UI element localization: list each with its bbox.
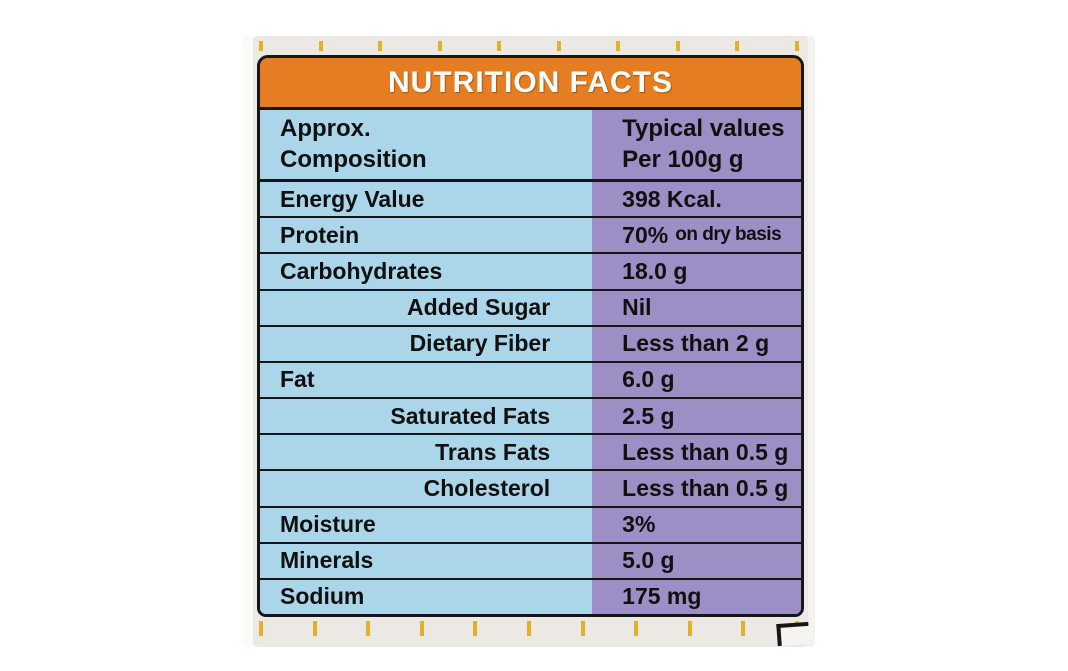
nutrient-value-added-sugar: Nil (592, 290, 801, 325)
registration-marks-bottom (259, 621, 799, 636)
nutrient-name-minerals: Minerals (260, 543, 593, 578)
registration-tick (616, 41, 621, 51)
nutrient-name-cholesterol: Cholesterol (260, 471, 593, 506)
registration-tick (526, 621, 531, 636)
nutrient-value-carbohydrates: 18.0 g (592, 254, 801, 289)
registration-marks-top (259, 41, 799, 51)
registration-tick (318, 41, 323, 51)
registration-tick (497, 41, 502, 51)
registration-tick (634, 621, 639, 636)
nutrient-name-moisture: Moisture (260, 507, 593, 542)
nutrient-value-moisture: 3% (592, 507, 801, 542)
nutrient-name-energy-value: Energy Value (260, 182, 593, 217)
nutrient-row-sodium: Sodium 175 mg (260, 579, 801, 614)
nutrient-row-added-sugar: Added Sugar Nil (260, 290, 801, 327)
nutrient-row-trans-fats: Trans Fats Less than 0.5 g (260, 435, 801, 472)
nutrient-name-saturated-fats: Saturated Fats (260, 399, 593, 434)
header-values-line1: Typical values (622, 114, 785, 142)
table-body: Energy Value 398 Kcal. Protein 70% on dry ba… (260, 182, 801, 614)
nutrient-value-fat: 6.0 g (592, 362, 801, 398)
nutrient-row-energy-value: Energy Value 398 Kcal. (260, 182, 801, 219)
nutrient-row-cholesterol: Cholesterol Less than 0.5 g (260, 471, 801, 508)
nutrient-row-carbohydrates: Carbohydrates 18.0 g (260, 254, 801, 291)
nutrient-name-dietary-fiber: Dietary Fiber (260, 326, 593, 361)
header-composition-line2: Composition (280, 145, 427, 173)
nutrient-row-minerals: Minerals 5.0 g (260, 543, 801, 580)
registration-tick (259, 621, 263, 636)
registration-tick (473, 621, 478, 636)
nutrient-value-energy-value: 398 Kcal. (592, 182, 801, 217)
registration-tick (259, 41, 263, 51)
nutrient-row-dietary-fiber: Dietary Fiber Less than 2 g (260, 326, 801, 363)
nutrition-facts-table: NUTRITION FACTS Approx. Composition Typi… (257, 55, 804, 617)
nutrient-row-moisture: Moisture 3% (260, 507, 801, 544)
header-values-line2: Per 100g g (622, 145, 744, 173)
registration-tick (378, 41, 383, 51)
nutrition-facts-title-bar: NUTRITION FACTS (260, 58, 801, 110)
nutrient-value-saturated-fats: 2.5 g (592, 399, 801, 434)
nutrient-row-saturated-fats: Saturated Fats 2.5 g (260, 399, 801, 436)
nutrient-row-protein: Protein 70% on dry basis (260, 218, 801, 255)
registration-tick (312, 621, 317, 636)
registration-tick (366, 621, 371, 636)
nutrient-name-carbohydrates: Carbohydrates (260, 254, 593, 289)
registration-tick (580, 621, 585, 636)
registration-tick (437, 41, 442, 51)
registration-tick (735, 41, 740, 51)
label-area: NUTRITION FACTS Approx. Composition Typi… (243, 36, 815, 647)
nutrient-row-fat: Fat 6.0 g (260, 362, 801, 400)
nutrient-value-minerals: 5.0 g (592, 543, 801, 578)
header-composition-cell: Approx. Composition (260, 110, 593, 179)
registration-tick (556, 41, 561, 51)
nutrient-value-protein: 70% on dry basis (592, 218, 801, 253)
registration-tick (687, 621, 692, 636)
registration-tick (794, 41, 799, 51)
registration-tick (419, 621, 424, 636)
nutrient-name-sodium: Sodium (260, 579, 593, 614)
nutrient-value-suffix-protein: on dry basis (675, 224, 782, 246)
nutrient-name-added-sugar: Added Sugar (260, 290, 593, 325)
nutrient-value-trans-fats: Less than 0.5 g (592, 435, 801, 470)
registration-tick (675, 41, 680, 51)
table-header-row: Approx. Composition Typical values Per 1… (260, 110, 801, 182)
nutrient-value-dietary-fiber: Less than 2 g (592, 326, 801, 361)
adjacent-box-corner (776, 621, 810, 647)
nutrient-value-cholesterol: Less than 0.5 g (592, 471, 801, 506)
nutrition-facts-title: NUTRITION FACTS (388, 65, 673, 99)
nutrient-name-trans-fats: Trans Fats (260, 435, 593, 470)
registration-tick (741, 621, 746, 636)
nutrient-value-sodium: 175 mg (592, 579, 801, 614)
header-composition-line1: Approx. (280, 114, 371, 142)
header-typical-values-cell: Typical values Per 100g g (592, 110, 801, 179)
nutrient-name-protein: Protein (260, 218, 593, 253)
nutrient-name-fat: Fat (260, 362, 593, 398)
